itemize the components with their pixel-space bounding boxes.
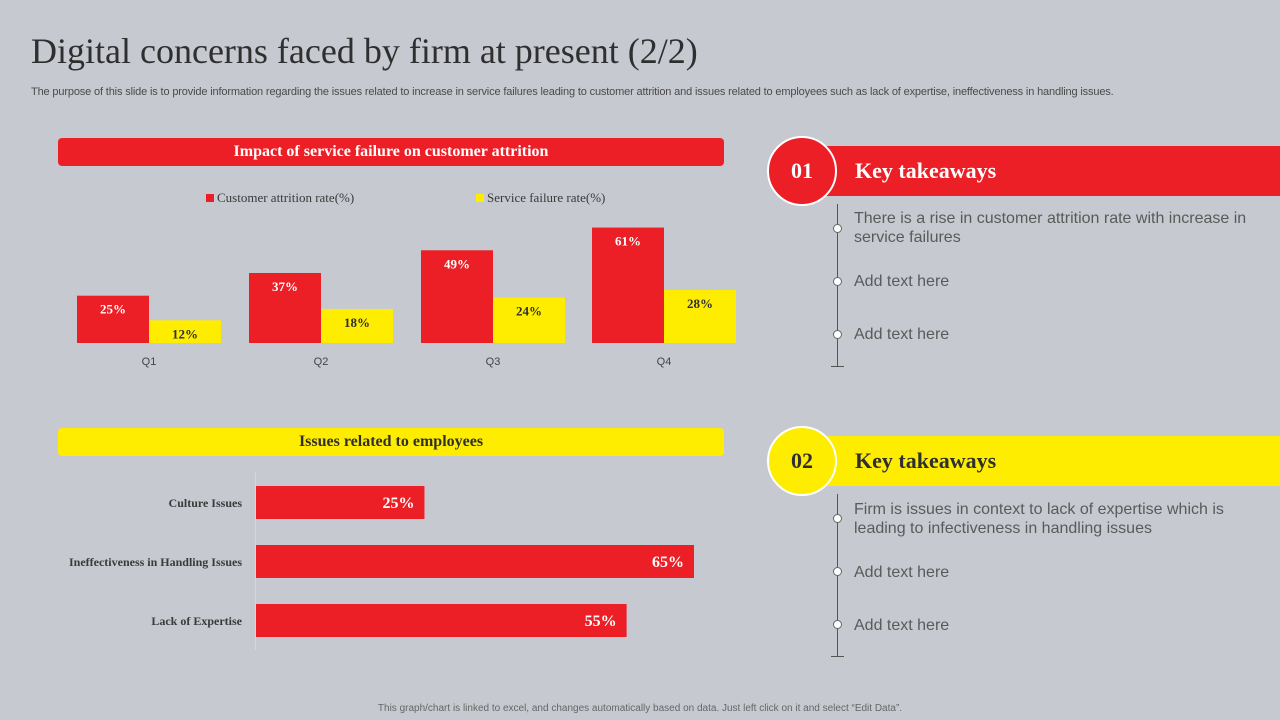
bar-label-q3-series-2: 24% — [516, 304, 542, 319]
takeaway-1-number-badge: 01 — [767, 136, 837, 206]
employee-issues-chart-title: Issues related to employees — [58, 428, 724, 456]
takeaway-2-heading: Key takeaways — [855, 448, 997, 473]
takeaway-2-item-3: Add text here — [854, 617, 950, 634]
legend-item-attrition: Customer attrition rate(%) — [206, 190, 354, 206]
bar-q3-series-1 — [421, 250, 493, 343]
bar-label-q3-series-1: 49% — [444, 256, 470, 271]
bar-q2-series-1 — [249, 272, 321, 343]
bar-label-q4-series-2: 28% — [687, 296, 713, 311]
x-tick-label-q2: Q2 — [314, 356, 329, 368]
bar-q1-series-1 — [77, 295, 149, 343]
hbar-culture-issues — [256, 486, 425, 519]
takeaway-2-bullet-2 — [833, 567, 842, 576]
category-label-culture-issues: Culture Issues — [169, 496, 243, 510]
x-tick-label-q4: Q4 — [657, 356, 672, 368]
x-tick-label-q1: Q1 — [142, 356, 157, 368]
hbar-label-ineffectiveness-in-handling-issues: 65% — [652, 554, 684, 571]
bar-q3-series-2 — [493, 297, 565, 343]
takeaway-2-number-badge: 02 — [767, 426, 837, 496]
takeaway-1-heading: Key takeaways — [855, 158, 997, 183]
takeaway-2-item-2: Add text here — [854, 564, 950, 581]
takeaway-2-header: Key takeaways — [800, 436, 1280, 486]
x-tick-label-q3: Q3 — [486, 356, 501, 368]
legend-label-failure: Service failure rate(%) — [487, 190, 606, 205]
takeaway-2-bullet-1 — [833, 514, 842, 523]
bar-label-q2-series-2: 18% — [344, 315, 370, 330]
takeaway-1-bullet-1 — [833, 224, 842, 233]
bar-q1-series-2 — [149, 320, 221, 343]
bar-label-q1-series-2: 12% — [172, 326, 198, 341]
legend-item-failure: Service failure rate(%) — [476, 190, 605, 206]
takeaway-1-header: Key takeaways — [800, 146, 1280, 196]
bar-q4-series-2 — [664, 290, 736, 343]
hbar-lack-of-expertise — [256, 604, 627, 637]
bar-q4-series-1 — [592, 227, 664, 343]
takeaway-1-item-3: Add text here — [854, 326, 950, 343]
legend-swatch-attrition — [206, 194, 214, 202]
page-subtitle: The purpose of this slide is to provide … — [31, 86, 1114, 98]
takeaway-2-number: 02 — [791, 448, 813, 473]
legend-swatch-failure — [476, 194, 484, 202]
takeaway-2-timeline-end — [831, 656, 844, 657]
takeaway-2-item-1: Firm is issues in context to lack of exp… — [854, 501, 1224, 537]
hbar-label-culture-issues: 25% — [382, 495, 414, 512]
takeaway-1-item-2: Add text here — [854, 273, 950, 290]
category-label-ineffectiveness-in-handling-issues: Ineffectiveness in Handling Issues — [69, 555, 242, 569]
category-label-lack-of-expertise: Lack of Expertise — [151, 614, 242, 628]
footer-note: This graph/chart is linked to excel, and… — [377, 703, 903, 714]
takeaway-1-bullet-2 — [833, 277, 842, 286]
hbar-label-lack-of-expertise: 55% — [585, 613, 617, 630]
bar-label-q4-series-1: 61% — [615, 234, 641, 249]
takeaway-1-item-1: There is a rise in customer attrition ra… — [854, 210, 1247, 246]
bar-label-q2-series-1: 37% — [272, 279, 298, 294]
takeaway-1-bullet-3 — [833, 330, 842, 339]
takeaway-2-bullet-3 — [833, 620, 842, 629]
bar-q2-series-2 — [321, 308, 393, 343]
takeaway-1-number: 01 — [791, 158, 813, 183]
hbar-ineffectiveness-in-handling-issues — [256, 545, 694, 578]
takeaway-1-timeline-end — [831, 366, 844, 367]
legend-label-attrition: Customer attrition rate(%) — [217, 190, 355, 205]
page-title: Digital concerns faced by firm at presen… — [31, 31, 698, 71]
bar-label-q1-series-1: 25% — [100, 302, 126, 317]
attrition-chart-title: Impact of service failure on customer at… — [58, 138, 724, 166]
